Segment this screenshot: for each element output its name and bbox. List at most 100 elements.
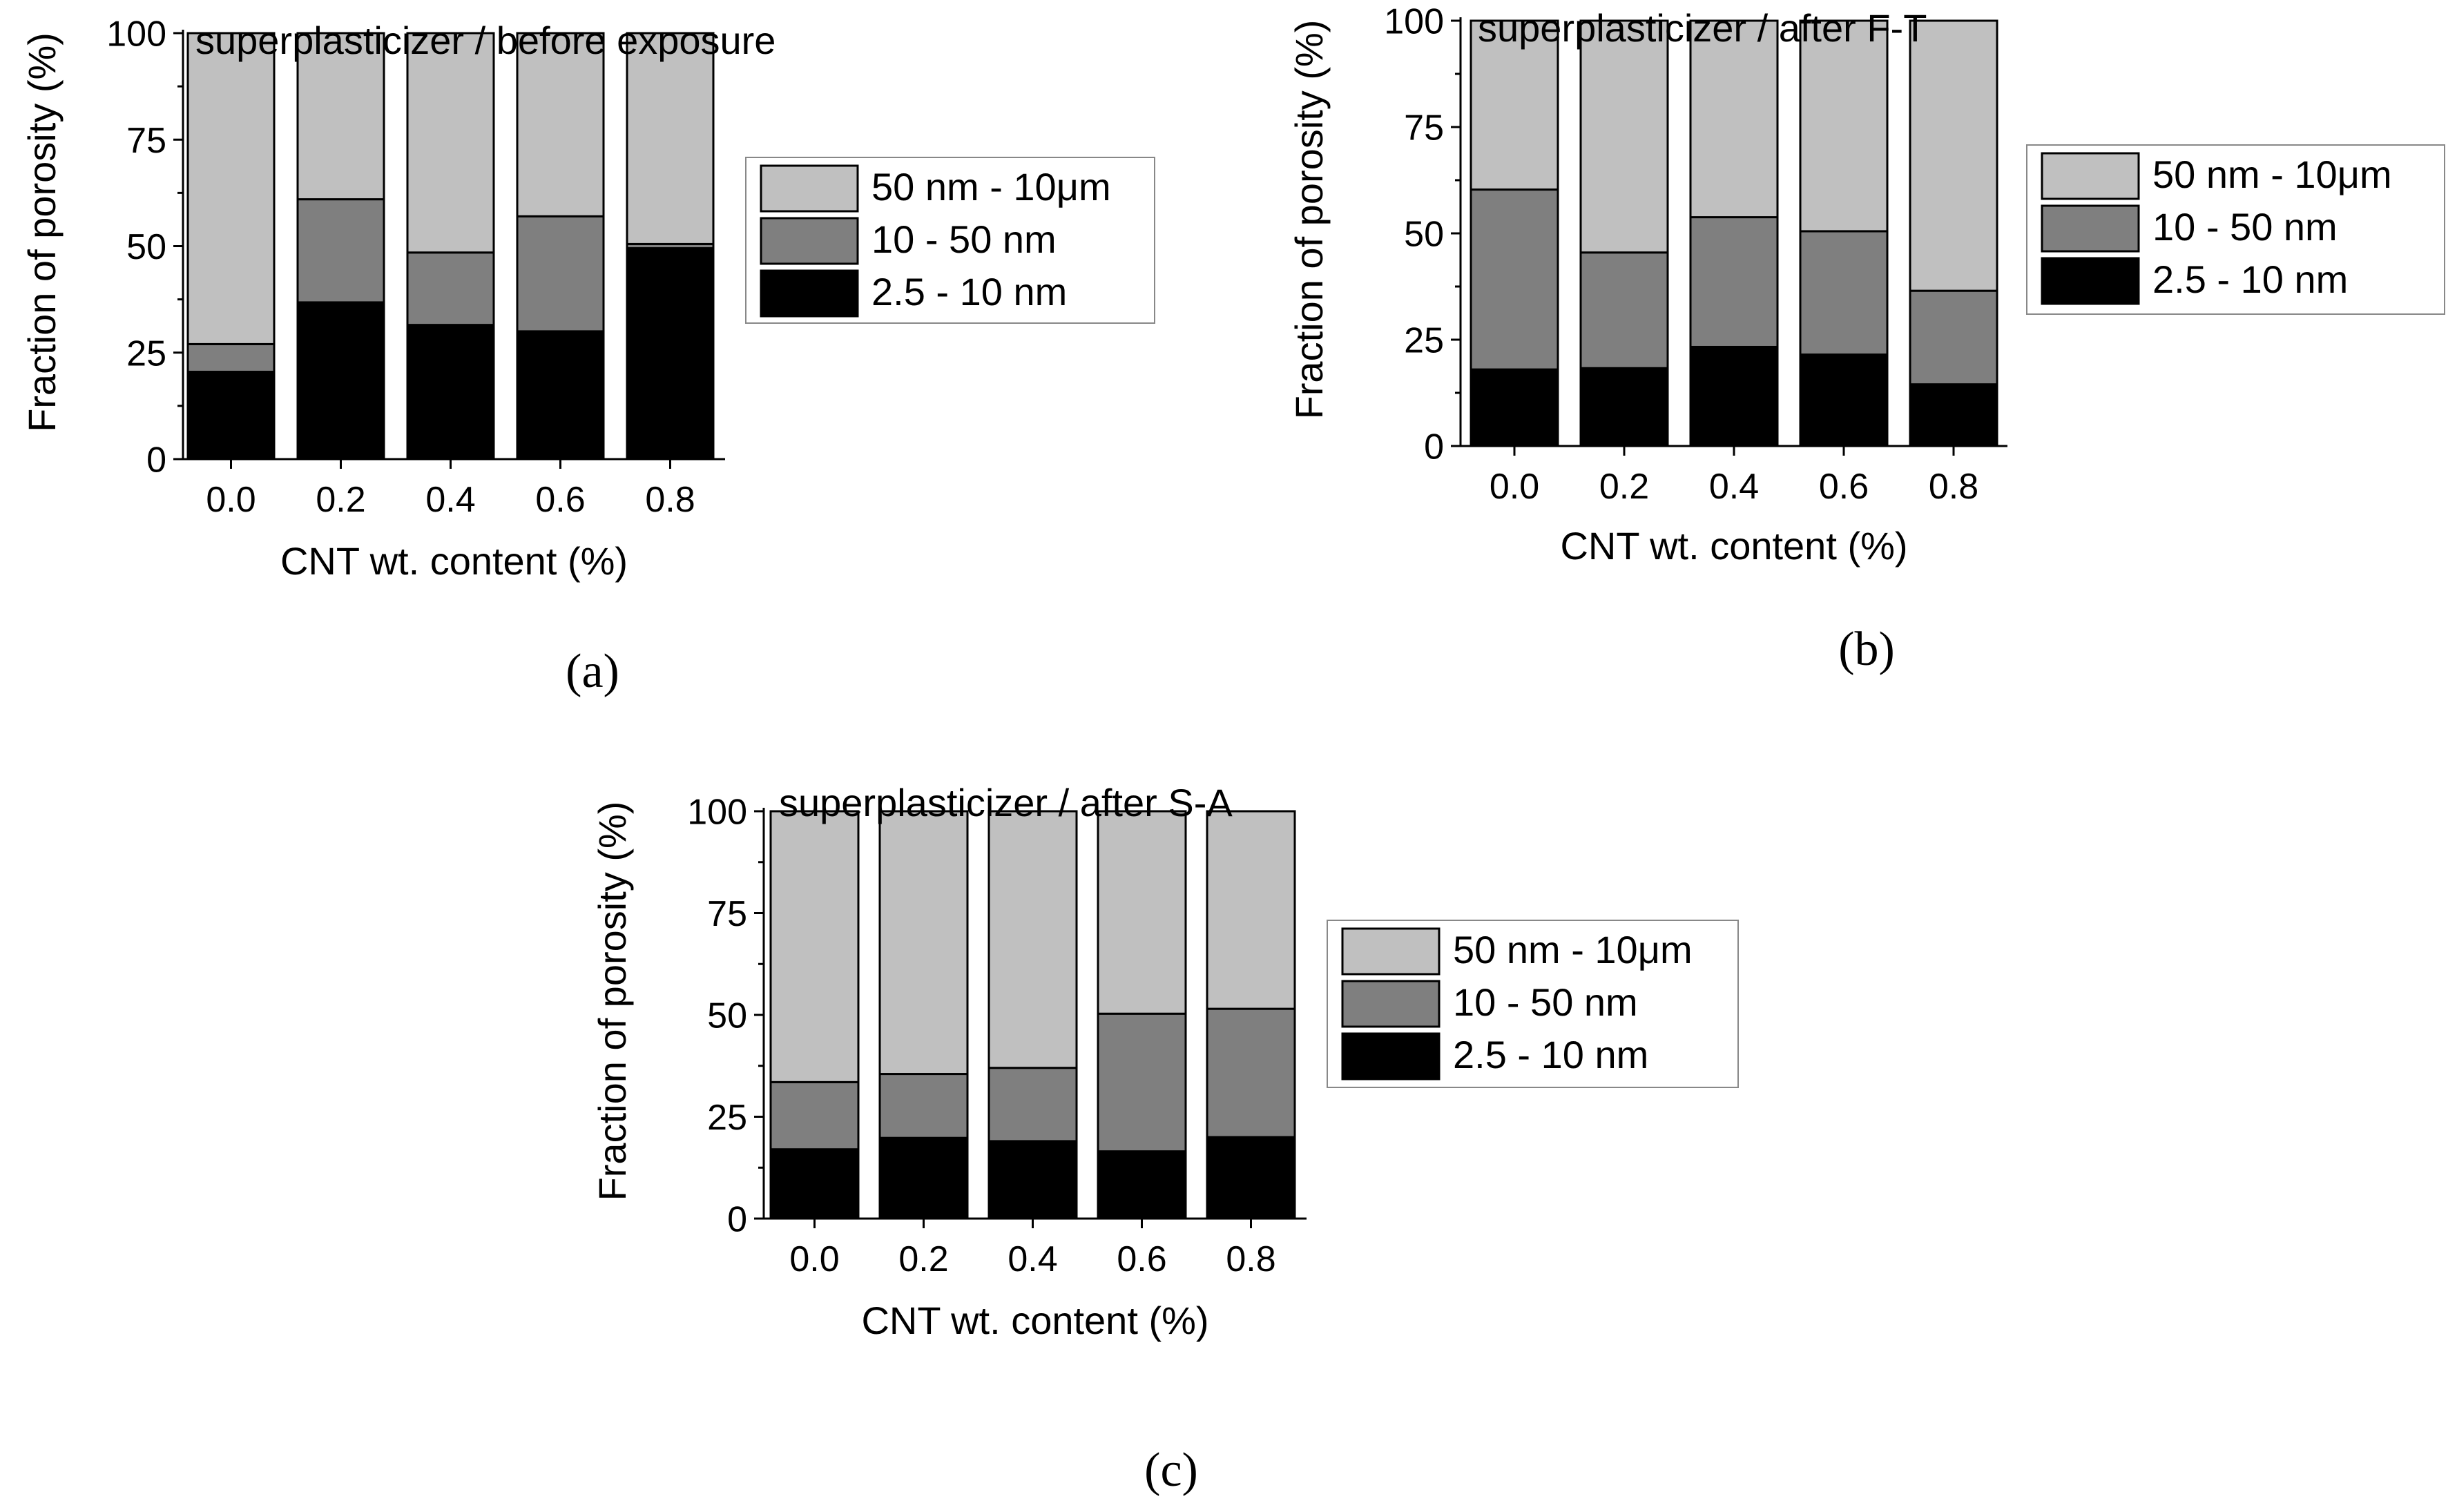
y-axis-label: Fraction of porosity (%) [590, 802, 634, 1201]
bar-segment [1097, 810, 1187, 1015]
legend: 50 nm - 10μm 10 - 50 nm 2.5 - 10 nm [745, 157, 1155, 324]
panel-label: (c) [1144, 1444, 1198, 1497]
bar-segment [1799, 230, 1889, 356]
bar-segment [296, 198, 385, 304]
bar-segment [406, 32, 495, 254]
bar-segment [1579, 19, 1669, 254]
y-tick-label: 100 [1384, 2, 1444, 42]
panel-label: (b) [1838, 623, 1895, 676]
legend-swatch [2041, 204, 2140, 253]
legend-label: 10 - 50 nm [871, 217, 1057, 261]
x-axis-label: CNT wt. content (%) [861, 1299, 1208, 1342]
y-tick-label: 0 [727, 1200, 747, 1240]
bar-segment [296, 301, 385, 461]
bar-segment [769, 1080, 860, 1151]
legend-swatch [1341, 927, 1441, 976]
bar-segment [1470, 368, 1559, 447]
x-axis-label: CNT wt. content (%) [1560, 524, 1907, 568]
y-tick-label: 75 [707, 894, 747, 934]
bar-segment [1689, 19, 1779, 219]
x-tick-label: 0.2 [898, 1239, 948, 1279]
bar-segment [1909, 289, 1998, 386]
bar-segment [516, 32, 605, 217]
y-tick-label: 50 [707, 996, 747, 1036]
x-tick-label: 0.2 [1599, 467, 1649, 507]
bar-segment [516, 215, 605, 333]
x-tick-label: 0.8 [1929, 467, 1978, 507]
bar-segment [1097, 1012, 1187, 1153]
legend-label: 50 nm - 10μm [1453, 928, 1693, 971]
legend-swatch [760, 164, 859, 213]
y-tick-label: 75 [1404, 108, 1444, 148]
y-tick-label: 25 [1404, 321, 1444, 361]
bar-segment [1799, 19, 1889, 233]
bar-segment [987, 1067, 1078, 1143]
x-tick-label: 0.2 [316, 480, 365, 520]
bar-segment [1689, 216, 1779, 348]
legend-label: 50 nm - 10μm [871, 165, 1111, 209]
chart-panel-c: 0 25 50 75 100 0.0 0.2 0.4 0.6 0.8 superplasticize… [590, 781, 1739, 1497]
x-tick-label: 0.4 [425, 480, 475, 520]
y-axis-label: Fraction of porosity (%) [1287, 20, 1331, 420]
bar-segment [1206, 810, 1296, 1010]
bar-segment [987, 810, 1078, 1069]
bar-segment [516, 330, 605, 461]
bar-segment [1470, 19, 1559, 191]
x-tick-label: 0.0 [1490, 467, 1539, 507]
bar-segment [1097, 1150, 1187, 1220]
panel-label: (a) [566, 645, 619, 698]
legend-label: 2.5 - 10 nm [2152, 258, 2348, 301]
bar-segment [878, 1136, 969, 1220]
legend-label: 2.5 - 10 nm [871, 270, 1067, 313]
chart-title: superplasticizer / after S-A [779, 781, 1233, 824]
bar-segment [769, 810, 860, 1083]
legend-swatch [1341, 980, 1441, 1028]
chart-title: superplasticizer / before exposure [195, 19, 775, 62]
x-tick-label: 0.4 [1008, 1239, 1057, 1279]
bar-segment [626, 247, 715, 461]
legend-label: 2.5 - 10 nm [1453, 1033, 1648, 1076]
x-tick-label: 0.0 [206, 480, 256, 520]
bar-segment [1206, 1136, 1296, 1220]
bar-segment [1470, 188, 1559, 371]
bar-segment [406, 324, 495, 461]
x-tick-label: 0.6 [535, 480, 585, 520]
bar-segment [626, 32, 715, 245]
y-tick-label: 25 [707, 1098, 747, 1138]
y-axis-label: Fraction of porosity (%) [20, 32, 64, 432]
y-tick-label: 50 [1404, 215, 1444, 255]
bar-segment [186, 371, 276, 461]
y-tick-label: 0 [1424, 427, 1444, 467]
y-tick-label: 25 [126, 333, 166, 374]
x-tick-label: 0.6 [1117, 1239, 1166, 1279]
bar-segment [186, 342, 276, 374]
bar-segment [186, 32, 276, 345]
y-tick-label: 100 [687, 793, 747, 833]
legend-label: 10 - 50 nm [2152, 205, 2338, 249]
bar-segment [1206, 1007, 1296, 1138]
bar-segment [878, 810, 969, 1076]
legend: 50 nm - 10μm 10 - 50 nm 2.5 - 10 nm [2026, 144, 2445, 315]
bar-segment [406, 251, 495, 327]
chart-title: superplasticizer / after F-T [1478, 6, 1927, 50]
chart-panel-a: 0 25 50 75 100 0.0 0.2 0.4 0.6 0.8 superplasticize… [20, 14, 1155, 698]
bar-segment [296, 32, 385, 201]
x-tick-label: 0.6 [1819, 467, 1869, 507]
x-tick-label: 0.8 [1226, 1239, 1275, 1279]
y-tick-label: 50 [126, 227, 166, 267]
y-tick-label: 75 [126, 121, 166, 161]
bar-segment [1909, 383, 1998, 447]
bar-segment [1909, 19, 1998, 292]
bar-segment [1689, 345, 1779, 447]
legend-swatch [1341, 1032, 1441, 1080]
x-tick-label: 0.0 [789, 1239, 839, 1279]
chart-panel-b: 0 25 50 75 100 0.0 0.2 0.4 0.6 0.8 superplasticize… [1287, 2, 2445, 676]
legend-label: 10 - 50 nm [1453, 980, 1638, 1024]
legend-label: 50 nm - 10μm [2152, 153, 2392, 196]
bar-segment [1579, 251, 1669, 369]
y-tick-label: 0 [146, 440, 166, 481]
legend-swatch [760, 217, 859, 265]
y-tick-label: 100 [106, 14, 166, 55]
bar-segment [1579, 367, 1669, 447]
